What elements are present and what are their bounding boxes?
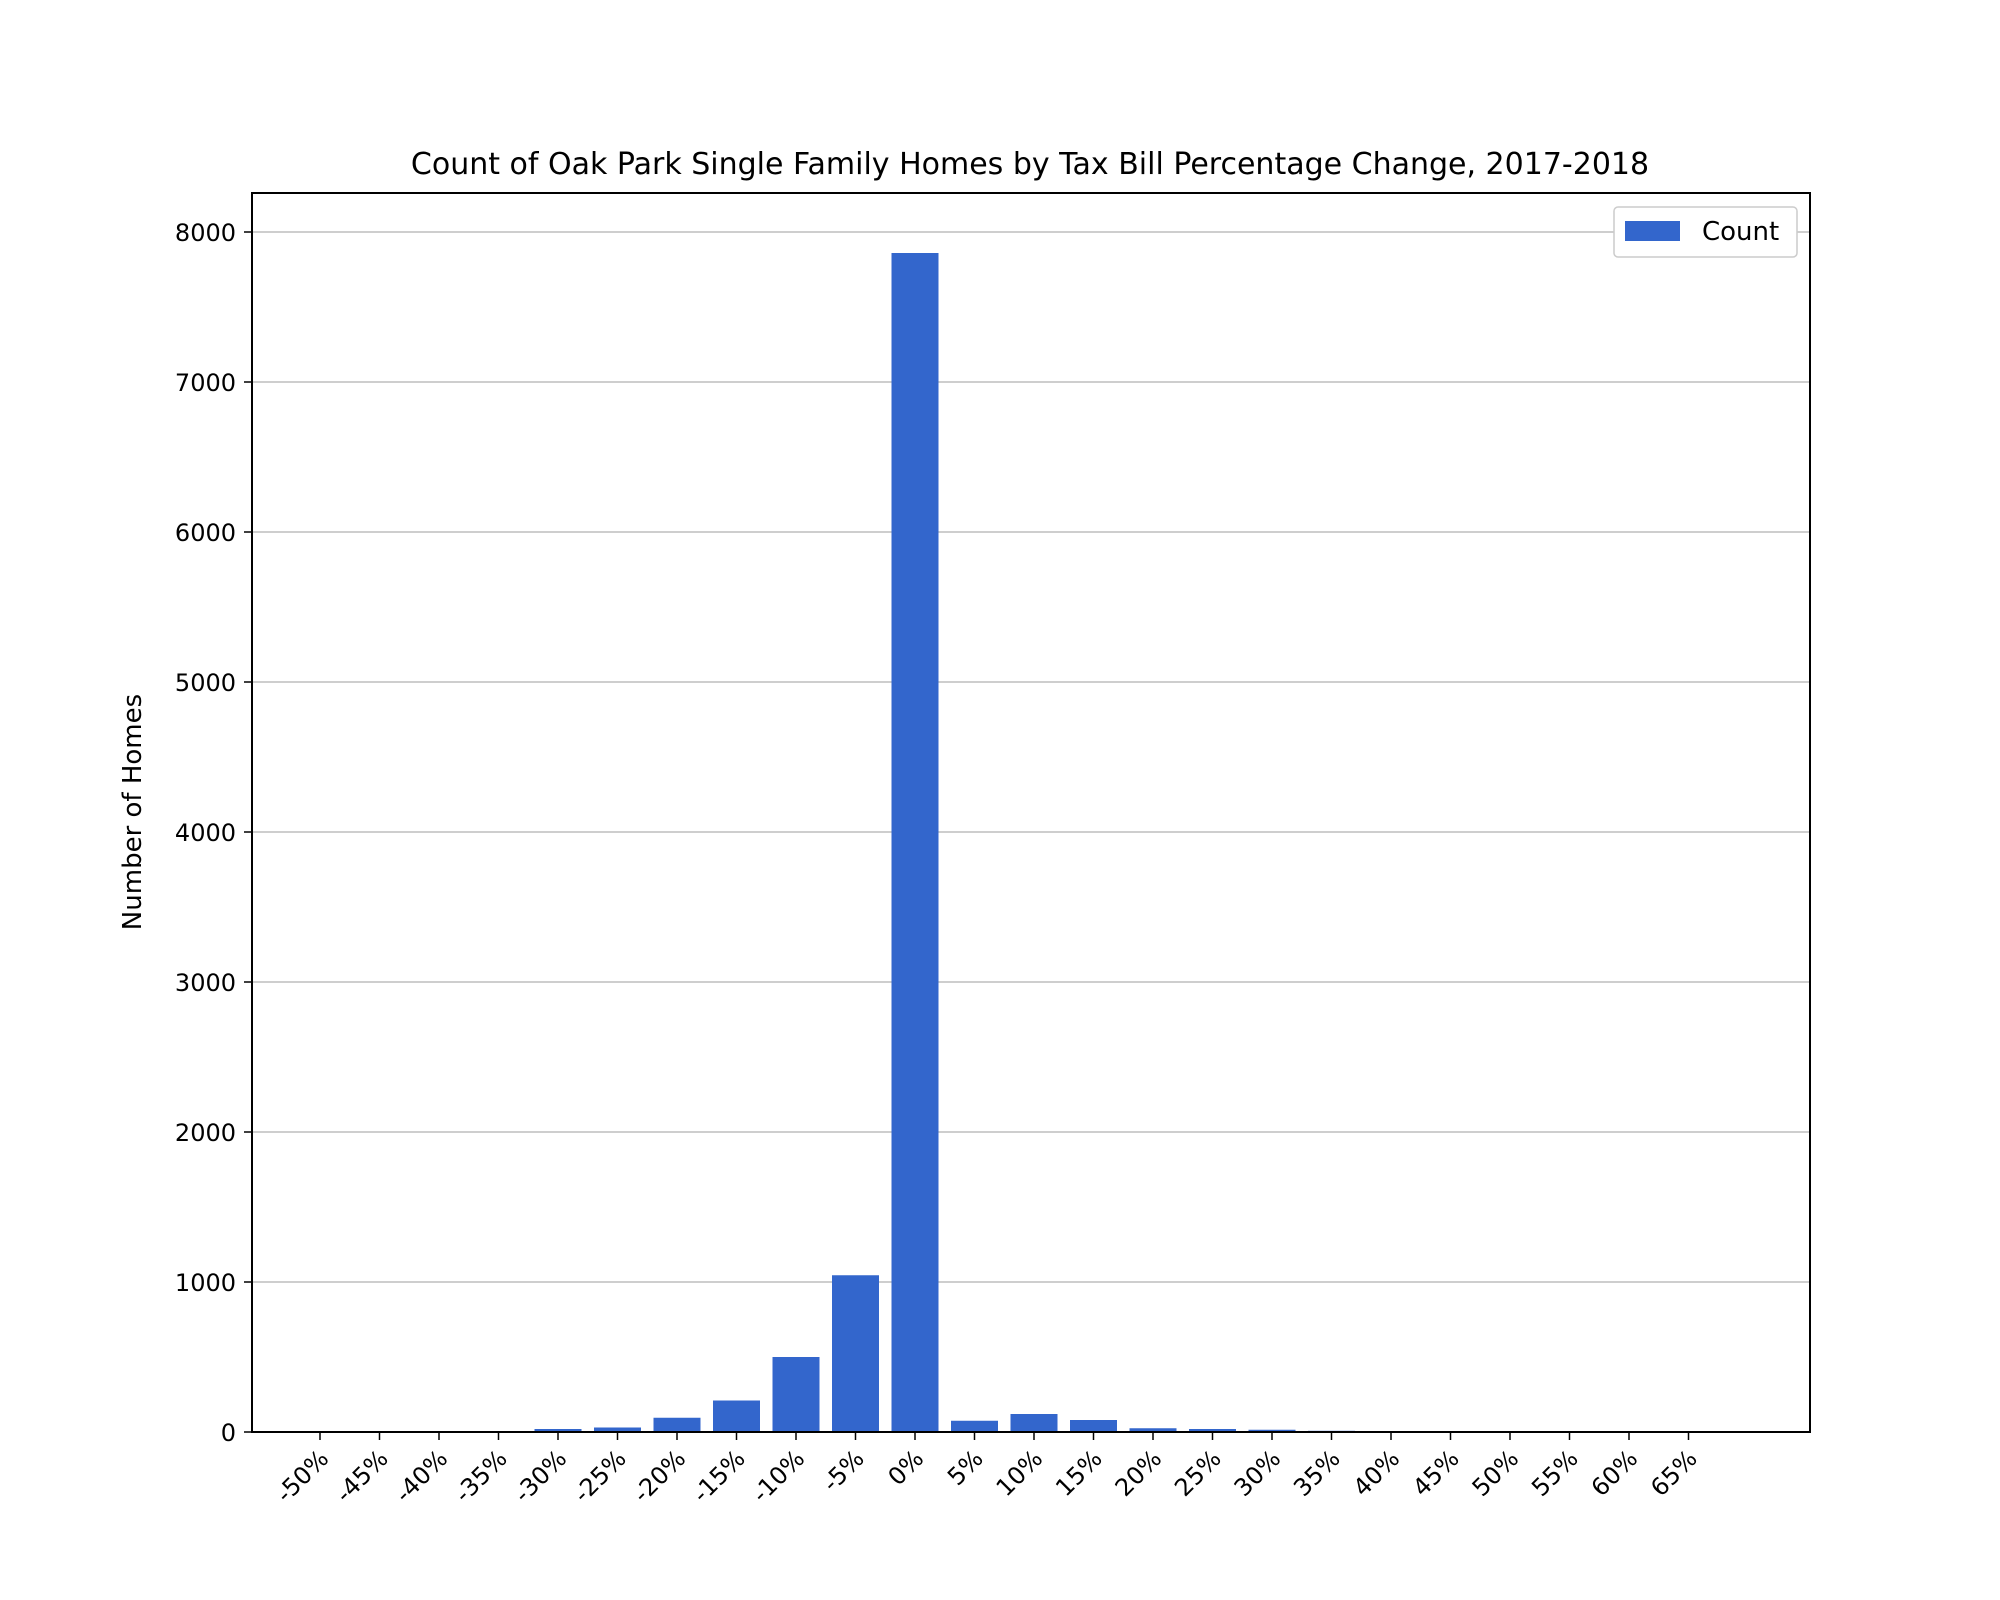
y-tick-label: 2000 — [175, 1119, 236, 1147]
plot-area-frame — [251, 192, 1811, 1433]
legend-swatch — [1625, 221, 1680, 241]
bar — [653, 1417, 701, 1432]
x-tick-label: 0% — [883, 1444, 930, 1491]
x-tick-label: 15% — [1050, 1444, 1108, 1502]
x-tick-label: 5% — [942, 1444, 989, 1491]
y-axis-ticks: 0 1000 2000 3000 4000 5000 6000 7000 8000 — [175, 219, 252, 1447]
x-tick-label: 50% — [1467, 1444, 1525, 1502]
x-tick-label: 65% — [1645, 1444, 1703, 1502]
x-tick-label: -10% — [747, 1444, 811, 1508]
x-tick-label: -35% — [449, 1444, 513, 1508]
x-tick-label: 55% — [1526, 1444, 1584, 1502]
y-tick-label: 8000 — [175, 219, 236, 247]
bar — [594, 1427, 641, 1432]
x-tick-label: -40% — [390, 1444, 454, 1508]
chart-title: Count of Oak Park Single Family Homes by… — [411, 147, 1649, 182]
x-tick-label: 25% — [1169, 1444, 1227, 1502]
x-tick-label: 10% — [991, 1444, 1049, 1502]
x-tick-label: -30% — [509, 1444, 573, 1508]
y-gridlines — [252, 231, 1810, 1283]
bar — [951, 1420, 998, 1432]
x-tick-label: -15% — [687, 1444, 751, 1508]
legend-box — [1613, 206, 1798, 258]
x-tick-label: -50% — [271, 1444, 335, 1508]
x-tick-label: 60% — [1586, 1444, 1644, 1502]
x-tick-label: -20% — [628, 1444, 692, 1508]
x-tick-label: -25% — [568, 1444, 632, 1508]
bar — [832, 1275, 879, 1432]
y-tick-label: 5000 — [175, 669, 236, 697]
bar — [772, 1357, 820, 1432]
bar — [534, 1429, 582, 1432]
x-tick-label: 20% — [1110, 1444, 1168, 1502]
bar — [713, 1400, 760, 1432]
y-tick-label: 7000 — [175, 369, 236, 397]
x-tick-label: 45% — [1407, 1444, 1465, 1502]
y-tick-label: 4000 — [175, 819, 236, 847]
bar — [1070, 1420, 1117, 1432]
x-tick-label: -45% — [330, 1444, 394, 1508]
x-tick-label: 30% — [1229, 1444, 1287, 1502]
y-tick-label: 6000 — [175, 519, 236, 547]
x-tick-label: -5% — [817, 1444, 870, 1497]
bar — [1189, 1429, 1236, 1432]
y-tick-label: 0 — [221, 1419, 236, 1447]
bar — [891, 253, 939, 1432]
x-tick-label: 35% — [1288, 1444, 1346, 1502]
bar — [1248, 1429, 1296, 1432]
bar — [1010, 1414, 1058, 1432]
y-tick-label: 1000 — [175, 1269, 236, 1297]
legend-label: Count — [1702, 217, 1779, 247]
bars — [534, 253, 1474, 1432]
y-tick-label: 3000 — [175, 969, 236, 997]
bar — [1129, 1428, 1177, 1432]
x-axis-ticks: -50%-45%-40%-35%-30%-25%-20%-15%-10% -5% 0… — [271, 1432, 1703, 1508]
legend: Count — [1613, 206, 1798, 258]
y-axis-label: Number of Homes — [118, 694, 148, 930]
x-tick-label: 40% — [1348, 1444, 1406, 1502]
